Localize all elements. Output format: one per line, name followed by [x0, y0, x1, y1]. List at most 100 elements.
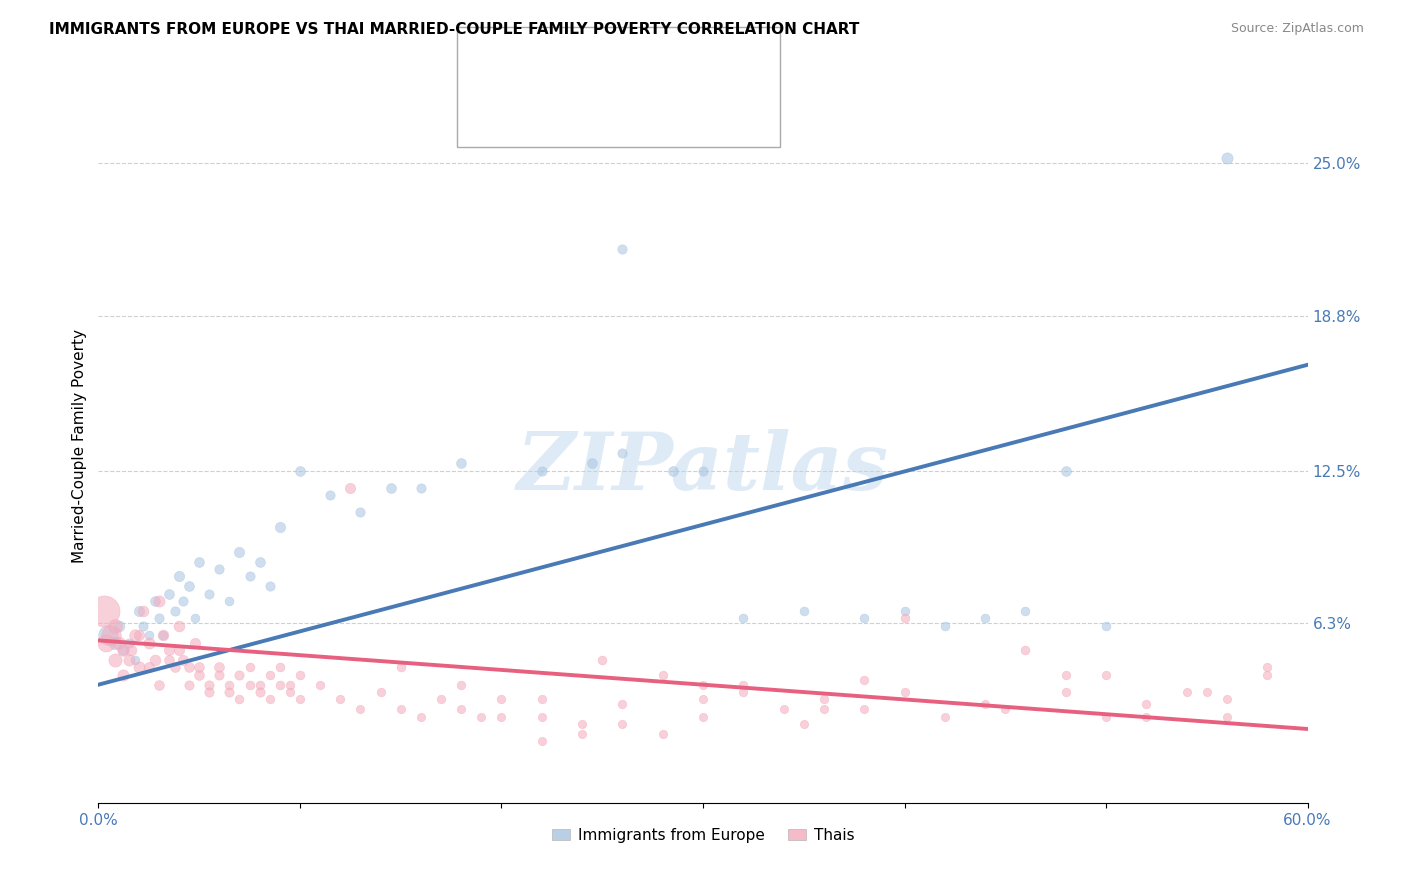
Point: [893, 611, 915, 625]
Point: [97, 628, 120, 642]
Point: [1216, 151, 1239, 165]
Text: R =: R =: [519, 53, 551, 68]
Point: [893, 685, 915, 699]
Point: [111, 643, 134, 657]
Point: [692, 692, 714, 706]
Bar: [467, 96, 509, 136]
Point: [118, 636, 141, 650]
Point: [733, 611, 755, 625]
Point: [124, 628, 146, 642]
Point: [198, 587, 221, 601]
Point: [163, 604, 186, 618]
Point: [612, 242, 634, 256]
Text: N =: N =: [651, 53, 685, 68]
Point: [259, 668, 281, 682]
Point: [692, 678, 714, 692]
Point: [157, 653, 180, 667]
Point: [1054, 685, 1077, 699]
Point: [733, 685, 755, 699]
Point: [218, 685, 240, 699]
Point: [157, 587, 180, 601]
Point: [249, 555, 271, 569]
Text: -0.358: -0.358: [579, 107, 634, 122]
FancyBboxPatch shape: [457, 27, 780, 147]
Point: [591, 653, 613, 667]
Point: [152, 628, 174, 642]
Point: [152, 628, 174, 642]
Point: [1256, 660, 1278, 674]
Point: [239, 569, 262, 583]
Point: [120, 643, 142, 657]
Point: [692, 464, 714, 478]
Point: [167, 643, 190, 657]
Point: [651, 727, 673, 741]
Point: [491, 692, 513, 706]
Point: [288, 692, 311, 706]
Point: [228, 668, 250, 682]
Point: [1095, 709, 1118, 723]
Legend: Immigrants from Europe, Thais: Immigrants from Europe, Thais: [546, 822, 860, 848]
Point: [100, 628, 122, 642]
Point: [581, 456, 603, 470]
Point: [278, 678, 301, 692]
Point: [118, 653, 141, 667]
Point: [157, 643, 180, 657]
Point: [893, 604, 915, 618]
Point: [184, 611, 207, 625]
Point: [1054, 668, 1077, 682]
Point: [107, 618, 129, 632]
Point: [1014, 643, 1036, 657]
Point: [228, 545, 250, 559]
Point: [249, 678, 271, 692]
Point: [132, 618, 155, 632]
Point: [269, 678, 291, 692]
Point: [380, 481, 402, 495]
Point: [1216, 692, 1239, 706]
Point: [329, 692, 352, 706]
Point: [491, 709, 513, 723]
Point: [974, 698, 997, 712]
Text: ZIPatlas: ZIPatlas: [517, 429, 889, 506]
Text: 105: 105: [716, 107, 748, 122]
Point: [793, 717, 815, 731]
Point: [198, 678, 221, 692]
Point: [148, 611, 170, 625]
Point: [409, 481, 432, 495]
Point: [128, 628, 150, 642]
Point: [288, 668, 311, 682]
Point: [692, 709, 714, 723]
Point: [612, 446, 634, 460]
Point: [184, 636, 207, 650]
Point: [651, 668, 673, 682]
Point: [530, 464, 553, 478]
Point: [370, 685, 392, 699]
Point: [450, 702, 472, 716]
Point: [339, 481, 361, 495]
Point: [93, 604, 115, 618]
Point: [103, 636, 125, 650]
Point: [813, 702, 835, 716]
Point: [179, 660, 201, 674]
Point: [1195, 685, 1218, 699]
Point: [974, 611, 997, 625]
Point: [1095, 618, 1118, 632]
Point: [269, 520, 291, 534]
Point: [853, 702, 876, 716]
Point: [793, 604, 815, 618]
Point: [259, 579, 281, 593]
Point: [309, 678, 332, 692]
Point: [143, 594, 166, 608]
Point: [389, 660, 412, 674]
Point: [128, 660, 150, 674]
Point: [1256, 668, 1278, 682]
Point: [167, 618, 190, 632]
Point: [208, 668, 231, 682]
Point: [430, 692, 453, 706]
Point: [138, 660, 160, 674]
Point: [934, 618, 956, 632]
Point: [228, 692, 250, 706]
Point: [239, 678, 262, 692]
Point: [934, 709, 956, 723]
Point: [349, 505, 371, 519]
Text: R =: R =: [519, 107, 551, 122]
